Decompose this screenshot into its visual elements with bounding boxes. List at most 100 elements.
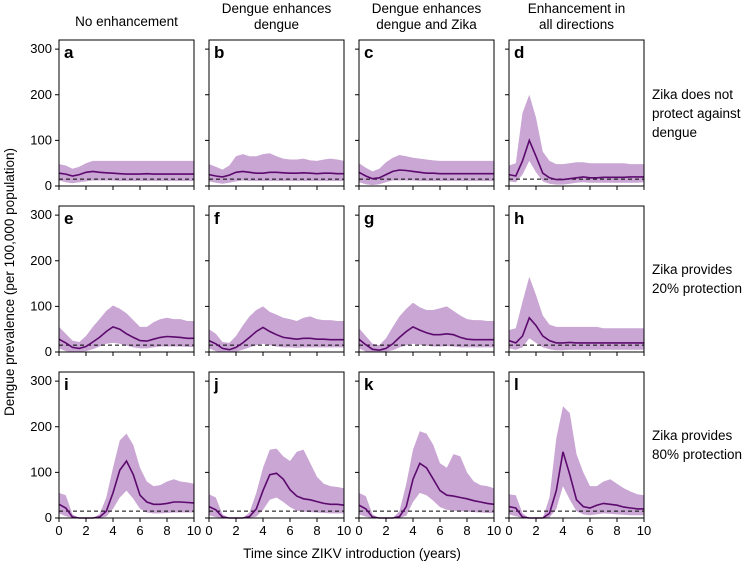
panel-f: f [205, 205, 345, 356]
panel-label: l [514, 375, 519, 394]
x-tick-label: 0 [355, 523, 362, 538]
panel-frame [508, 39, 645, 187]
x-tick-label: 4 [559, 523, 566, 538]
panel-a: a 0 100 200 300 [30, 39, 195, 193]
panel-frame [358, 205, 495, 353]
median-line [58, 326, 194, 350]
uncertainty-band [509, 406, 644, 518]
uncertainty-band [59, 160, 194, 184]
panel-l: l 0 2 4 6 8 10 [505, 371, 651, 538]
panel-frame [208, 371, 345, 519]
x-tick-label: 4 [409, 523, 416, 538]
panel-frame [508, 205, 645, 353]
panel-b: b [205, 39, 345, 190]
y-tick-label: 300 [30, 373, 52, 388]
panel-h: h [505, 205, 645, 356]
panel-g: g [355, 205, 495, 356]
median-line [58, 170, 194, 177]
y-tick-label: 200 [30, 87, 52, 102]
x-tick-label: 6 [436, 523, 443, 538]
x-tick-label: 0 [55, 523, 62, 538]
x-tick-label: 8 [313, 523, 320, 538]
x-tick-label: 6 [586, 523, 593, 538]
y-tick-label: 100 [30, 132, 52, 147]
panel-label: e [64, 209, 73, 228]
panel-frame [58, 205, 195, 353]
panel-frame [58, 39, 195, 187]
row-label: Zika provides [652, 428, 733, 443]
column-title: Enhancement in [528, 1, 626, 16]
panel-frame [358, 39, 495, 187]
y-tick-label: 100 [30, 298, 52, 313]
x-tick-label: 10 [637, 523, 651, 538]
y-tick-label: 300 [30, 207, 52, 222]
x-tick-label: 8 [613, 523, 620, 538]
y-tick-label: 0 [45, 510, 52, 525]
uncertainty-band [209, 306, 344, 352]
row-label: protect against [652, 106, 741, 121]
x-tick-label: 0 [205, 523, 212, 538]
x-axis-title: Time since ZIKV introduction (years) [243, 546, 461, 561]
uncertainty-band [359, 302, 494, 352]
x-tick-label: 10 [337, 523, 351, 538]
panel-frame [508, 371, 645, 519]
x-tick-label: 0 [505, 523, 512, 538]
uncertainty-band [359, 431, 494, 518]
uncertainty-band [509, 276, 644, 351]
panel-label: b [214, 43, 224, 62]
x-tick-label: 2 [382, 523, 389, 538]
uncertainty-band [509, 94, 644, 185]
panel-label: k [364, 375, 374, 394]
panel-frame [58, 371, 195, 519]
panel-frame [208, 205, 345, 353]
panel-k: k 0 2 4 6 8 10 [355, 371, 501, 538]
median-line [508, 316, 644, 344]
column-title: No enhancement [75, 14, 178, 29]
x-tick-label: 10 [187, 523, 201, 538]
y-tick-label: 0 [45, 344, 52, 359]
median-line [208, 326, 344, 351]
panel-frame [208, 39, 345, 187]
panel-d: d [505, 39, 645, 190]
x-tick-label: 2 [532, 523, 539, 538]
y-tick-label: 100 [30, 464, 52, 479]
x-tick-label: 2 [232, 523, 239, 538]
column-title: all directions [539, 17, 614, 32]
x-tick-label: 4 [259, 523, 266, 538]
x-tick-label: 8 [163, 523, 170, 538]
uncertainty-band [209, 448, 344, 518]
y-tick-label: 300 [30, 41, 52, 56]
panel-label: d [514, 43, 524, 62]
panel-label: g [364, 209, 374, 228]
x-tick-label: 2 [82, 523, 89, 538]
panel-frame [358, 371, 495, 519]
column-title: dengue [254, 17, 299, 32]
median-line [508, 138, 644, 181]
uncertainty-band [59, 305, 194, 352]
panel-j: j 0 2 4 6 8 10 [205, 371, 351, 538]
y-tick-label: 200 [30, 419, 52, 434]
x-tick-label: 6 [286, 523, 293, 538]
row-label: 80% protection [652, 447, 742, 462]
uncertainty-band [59, 433, 194, 518]
panel-label: a [64, 43, 74, 62]
y-axis-title: Dengue prevalence (per 100,000 populatio… [2, 148, 17, 416]
y-tick-label: 200 [30, 253, 52, 268]
x-tick-label: 10 [487, 523, 501, 538]
median-line [358, 169, 494, 180]
column-title: Dengue enhances [372, 1, 482, 16]
column-title: dengue and Zika [376, 17, 477, 32]
column-title: Dengue enhances [222, 1, 332, 16]
panel-e: e 0 100 200 300 [30, 205, 195, 359]
x-tick-label: 6 [136, 523, 143, 538]
x-tick-label: 8 [463, 523, 470, 538]
panel-i: i 0 100 200 300 0 2 4 6 8 10 [30, 371, 201, 538]
row-label: Zika does not [652, 87, 733, 102]
panel-c: c [355, 39, 495, 190]
row-label: Zika provides [652, 262, 733, 277]
uncertainty-band [209, 153, 344, 184]
panel-label: f [214, 209, 220, 228]
x-tick-label: 4 [109, 523, 116, 538]
panel-label: i [64, 375, 69, 394]
